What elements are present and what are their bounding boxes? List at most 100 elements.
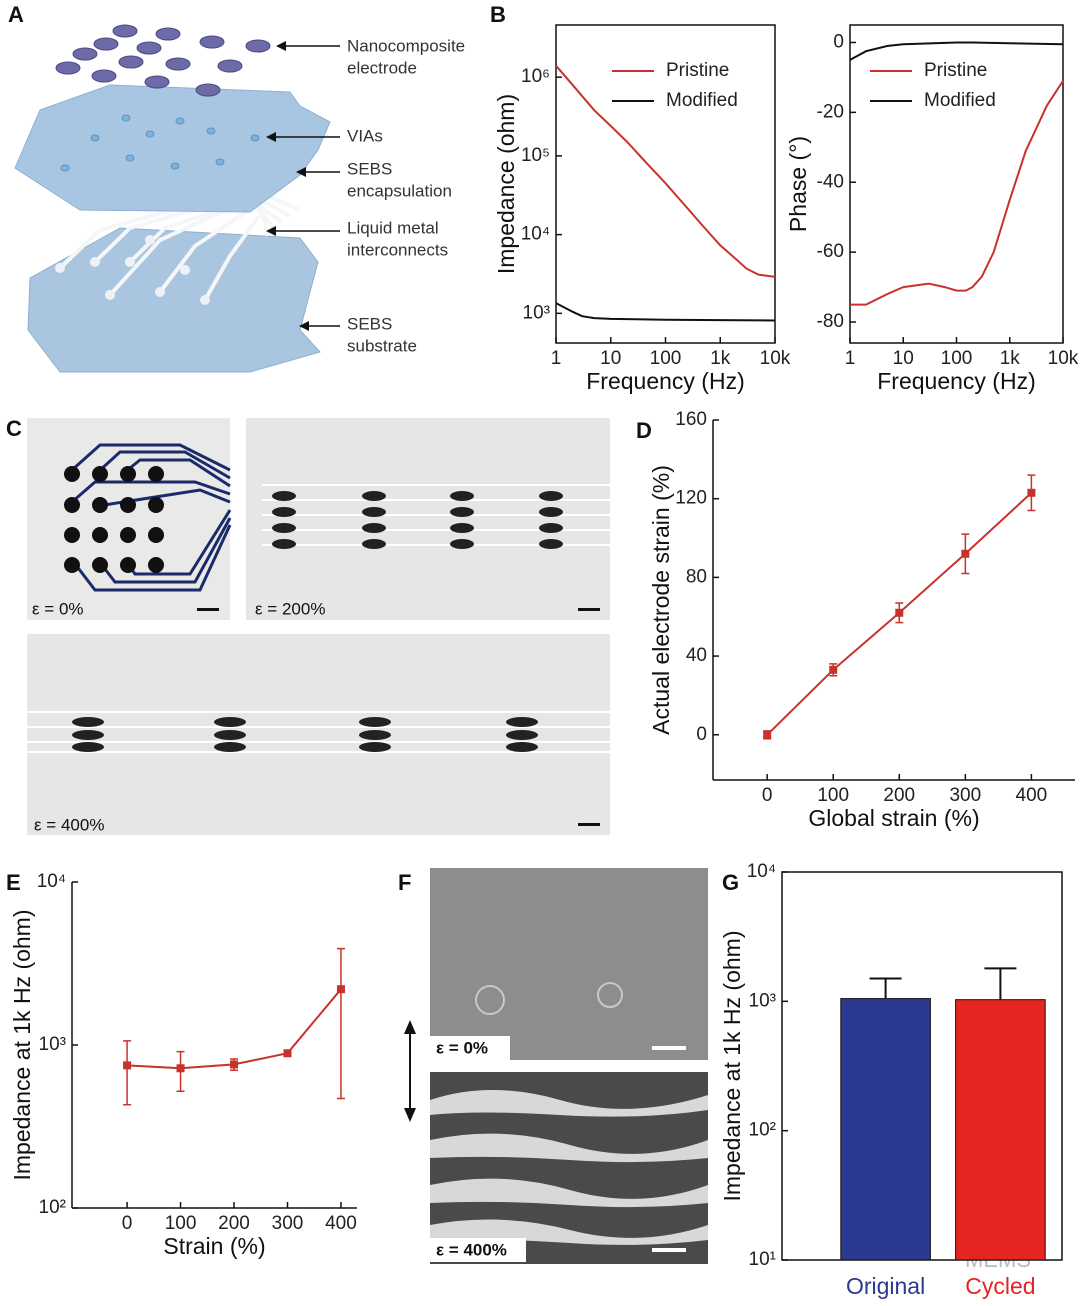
label: SEBS [347,314,392,333]
line [555,302,776,322]
photo-label: ε = 200% [255,599,325,618]
marker [829,665,838,674]
y-tick-label: 10⁴ [521,224,550,245]
x-tick-label: 100 [650,348,682,369]
y-axis-label: Phase (°) [785,136,811,232]
panel-letter: D [636,418,652,443]
legend-label: Modified [924,90,996,111]
x-axis-label: Frequency (Hz) [877,368,1035,394]
panel-letter: A [8,2,24,27]
y-tick-label: 10³ [523,302,550,323]
y-tick-label: 10⁵ [521,145,550,166]
x-tick-label: 10 [600,348,621,369]
x-tick-label: 1k [710,348,731,369]
marker [123,1061,132,1070]
legend-label: Pristine [666,60,729,81]
y-tick-label: 10³ [39,1034,66,1055]
panel-letter: B [490,2,506,27]
panel-letter: E [6,870,21,895]
label: Liquid metal [347,218,439,237]
y-tick-label: -40 [817,171,844,192]
x-tick-label: 0 [122,1213,133,1234]
marker [961,549,970,558]
line [555,65,776,278]
panel-letter: F [398,870,411,895]
x-tick-label: 100 [817,785,849,806]
y-axis-label: Impedance at 1k Hz (ohm) [9,909,35,1180]
x-tick-label: 400 [1016,785,1048,806]
x-tick-label: 300 [949,785,981,806]
y-tick-label: 10¹ [749,1249,776,1270]
x-tick-label: 10k [760,348,791,369]
error-bar [123,1040,132,1106]
marker [176,1064,185,1073]
x-axis-label: Strain (%) [163,1233,265,1259]
label: VIAs [347,126,383,145]
sem-images: ε = 0% ε = 400% [404,868,708,1264]
x-axis-label: Global strain (%) [808,805,979,831]
illustration-labels: Nanocomposite electrode VIAs SEBS encaps… [347,36,465,355]
y-tick-label: 0 [696,724,707,745]
label: Nanocomposite [347,36,465,55]
x-tick-label: 1k [1000,348,1021,369]
y-tick-label: 0 [833,31,844,52]
label: interconnects [347,240,448,259]
x-tick-label: 1 [551,348,562,369]
y-tick-label: 160 [675,409,707,430]
line [850,80,1064,306]
x-tick-label: 100 [941,348,973,369]
y-tick-label: 10⁶ [521,66,550,87]
y-tick-label: 120 [675,488,707,509]
label: electrode [347,58,417,77]
error-bar [336,947,345,1100]
device-illustration [14,24,340,373]
y-tick-label: 10³ [749,990,776,1011]
y-tick-label: -20 [817,101,844,122]
x-tick-label: 1 [845,348,856,369]
x-tick-label: 200 [883,785,915,806]
label: substrate [347,336,417,355]
y-tick-label: 10⁴ [747,861,776,882]
bar [955,999,1046,1261]
error-bar [984,967,1017,1000]
x-tick-label: 10k [1048,348,1079,369]
y-axis-label: Actual electrode strain (%) [648,465,674,735]
y-tick-label: 40 [686,645,707,666]
panel-letter: C [6,416,22,441]
marker [895,608,904,617]
label: SEBS [347,159,392,178]
y-tick-label: 10⁴ [37,871,66,892]
x-tick-label: 400 [325,1213,357,1234]
marker [1027,488,1036,497]
error-bar [869,977,902,999]
sem-label: ε = 0% [436,1038,488,1057]
photo-label: ε = 0% [32,599,84,618]
line [127,988,342,1070]
legend-label: Pristine [924,60,987,81]
x-tick-label: Original [846,1273,925,1299]
x-axis-label: Frequency (Hz) [586,368,744,394]
marker [763,730,772,739]
y-tick-label: 80 [686,566,707,587]
line [849,41,1064,61]
bar [840,998,931,1261]
x-tick-label: 300 [272,1213,304,1234]
x-tick-label: Cycled [965,1273,1035,1299]
strain-photos: ε = 0% ε = 200% ε = 400% [27,418,610,835]
marker [336,985,345,994]
legend-label: Modified [666,90,738,111]
y-tick-label: -60 [817,241,844,262]
sem-label: ε = 400% [436,1240,507,1259]
y-tick-label: -80 [817,311,844,332]
x-tick-label: 0 [762,785,773,806]
y-axis-label: Impedance at 1k Hz (ohm) [719,930,745,1201]
photo-label: ε = 400% [34,815,104,834]
y-axis-label: Impedance (ohm) [493,94,519,274]
panel-letter: G [722,870,739,895]
x-tick-label: 10 [893,348,914,369]
label: encapsulation [347,181,452,200]
x-tick-label: 100 [165,1213,197,1234]
y-tick-label: 10² [39,1197,66,1218]
marker [230,1060,239,1069]
